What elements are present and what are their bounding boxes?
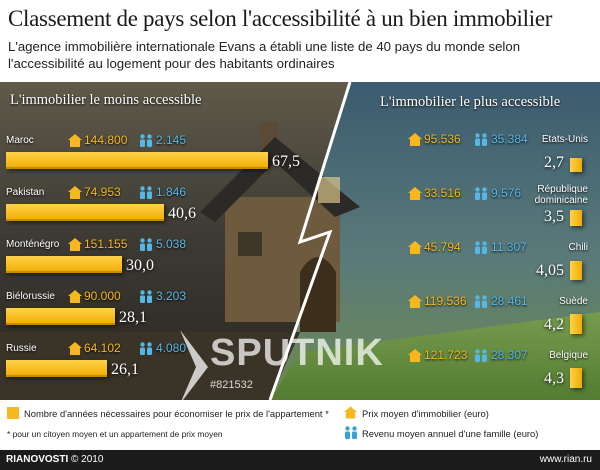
avg-income-value: 35.384 xyxy=(491,132,528,146)
bar xyxy=(570,314,582,334)
avg-price-value: 119.536 xyxy=(424,294,467,308)
family-icon xyxy=(345,426,357,439)
avg-income-value: 2.145 xyxy=(156,133,187,147)
family-icon xyxy=(140,290,152,303)
watermark-text: SPUTNIK xyxy=(210,332,384,374)
bar-value-label: 4,05 xyxy=(536,262,564,279)
house-icon xyxy=(68,290,82,303)
avg-price-value: 121.723 xyxy=(424,348,468,362)
bar-value-label: 4,2 xyxy=(544,316,564,333)
country-label: République dominicaine xyxy=(535,184,588,206)
chart-stage: L'immobilier le moins accessible L'immob… xyxy=(0,82,600,400)
family-icon xyxy=(140,342,152,355)
page-subtitle: L'agence immobilière internationale Evan… xyxy=(8,39,521,71)
bar-value-label: 40,6 xyxy=(168,205,196,222)
left-panel-title: L'immobilier le moins accessible xyxy=(10,92,202,108)
country-label: Maroc xyxy=(6,135,34,146)
footer-brand: RIANOVOSTI xyxy=(6,454,69,465)
avg-price-value: 95.536 xyxy=(424,132,461,146)
page-title: Classement de pays selon l'accessibilité… xyxy=(8,6,553,31)
bar xyxy=(6,308,115,325)
legend-income-label: Revenu moyen annuel d'une famille (euro) xyxy=(362,428,539,439)
country-label: Monténégro xyxy=(6,239,60,250)
country-label: Suède xyxy=(559,296,588,307)
avg-income-value: 9.576 xyxy=(491,186,522,200)
avg-income-value: 28.307 xyxy=(491,348,528,362)
house-icon xyxy=(344,406,357,419)
house-icon xyxy=(408,295,422,308)
sputnik-watermark-logo xyxy=(180,330,208,400)
bar xyxy=(6,256,122,273)
bar xyxy=(570,261,582,280)
bar-value-label: 67,5 xyxy=(272,153,300,170)
family-icon xyxy=(475,349,487,362)
legend-bar-swatch xyxy=(7,407,19,419)
avg-income-value: 5.038 xyxy=(156,237,187,251)
family-icon xyxy=(475,295,487,308)
family-icon xyxy=(140,186,152,199)
country-label: Pakistan xyxy=(6,187,45,198)
family-icon xyxy=(475,241,487,254)
bar xyxy=(570,210,582,226)
house-icon xyxy=(408,349,422,362)
avg-price-value: 33.516 xyxy=(424,186,461,200)
watermark-id: #821532 xyxy=(210,379,253,391)
legend-bar-label: Nombre d'années nécessaires pour économi… xyxy=(24,408,329,419)
bar-value-label: 3,5 xyxy=(544,208,564,225)
avg-income-value: 11.307 xyxy=(491,240,527,254)
avg-price-value: 151.155 xyxy=(84,237,128,251)
footer-site: www.rian.ru xyxy=(539,454,592,465)
country-label-line: Chili xyxy=(568,242,588,253)
footer-copyright: © 2010 xyxy=(71,454,104,465)
footer: RIANOVOSTI © 2010 www.rian.ru xyxy=(0,450,600,470)
bar-value-label: 2,7 xyxy=(544,154,564,171)
family-icon xyxy=(140,134,152,147)
avg-price-value: 144.800 xyxy=(84,133,128,147)
bar xyxy=(6,360,107,377)
house-icon xyxy=(408,133,422,146)
legend-price-label: Prix moyen d'immobilier (euro) xyxy=(362,408,489,419)
house-icon xyxy=(68,342,82,355)
bar xyxy=(570,368,582,388)
country-label-line: Suède xyxy=(559,296,588,307)
bar-value-label: 4,3 xyxy=(544,370,564,387)
country-label-line: République xyxy=(537,184,588,195)
family-icon xyxy=(475,187,487,200)
house-icon xyxy=(68,238,82,251)
footer-credit: RIANOVOSTI © 2010 xyxy=(6,454,103,465)
country-label-line: Etats-Unis xyxy=(541,134,588,145)
bar xyxy=(570,158,582,172)
legend-footnote: * pour un citoyen moyen et un appartemen… xyxy=(7,429,223,439)
house-icon xyxy=(68,186,82,199)
avg-price-value: 74.953 xyxy=(84,185,121,199)
country-label: Etats-Unis xyxy=(542,134,588,145)
avg-income-value: 3.203 xyxy=(156,289,187,303)
house-icon xyxy=(408,241,422,254)
bar-value-label: 30,0 xyxy=(126,257,154,274)
country-label: Chili xyxy=(569,242,588,253)
avg-price-value: 90.000 xyxy=(84,289,121,303)
country-label: Biélorussie xyxy=(6,291,55,302)
house-icon xyxy=(408,187,422,200)
avg-price-value: 64.102 xyxy=(84,341,121,355)
bar xyxy=(6,152,268,169)
country-label: Russie xyxy=(6,343,37,354)
house-icon xyxy=(68,134,82,147)
avg-income-value: 4.080 xyxy=(156,341,187,355)
right-panel-title: L'immobilier le plus accessible xyxy=(380,94,561,110)
family-icon xyxy=(475,133,487,146)
bar-value-label: 26,1 xyxy=(111,361,139,378)
bar-value-label: 28,1 xyxy=(119,309,147,326)
avg-price-value: 45.794 xyxy=(424,240,461,254)
bar xyxy=(6,204,164,221)
country-label-line: Belgique xyxy=(549,350,588,361)
legend: Nombre d'années nécessaires pour économi… xyxy=(0,400,600,450)
family-icon xyxy=(140,238,152,251)
country-label: Belgique xyxy=(549,350,588,361)
avg-income-value: 28.461 xyxy=(491,294,528,308)
country-label-line: dominicaine xyxy=(534,195,588,206)
avg-income-value: 1.846 xyxy=(156,185,187,199)
